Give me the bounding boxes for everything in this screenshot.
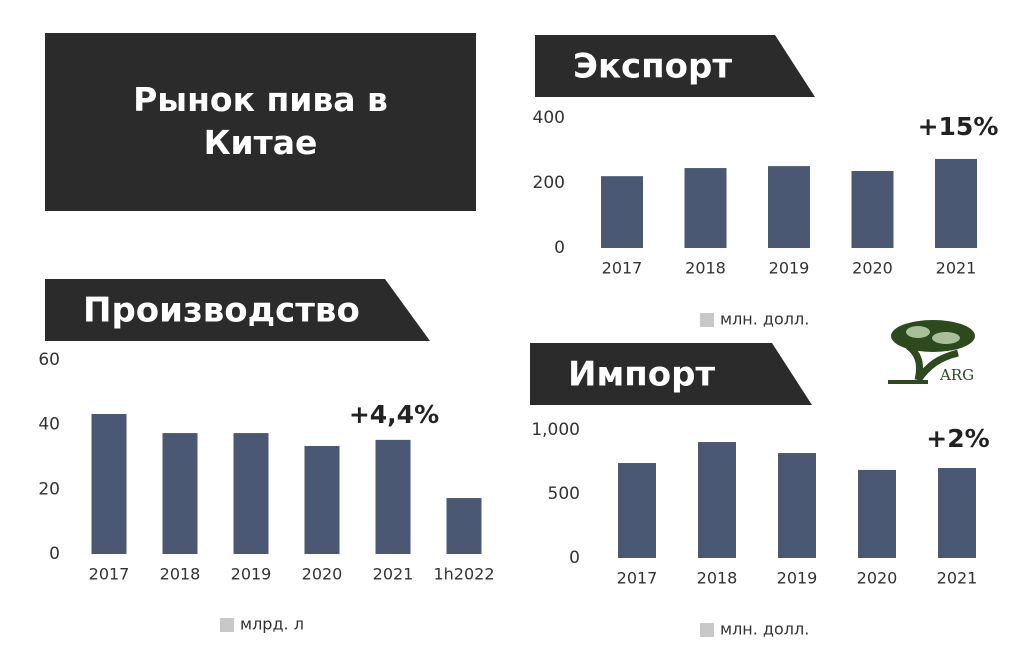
x-tick-label: 2017 xyxy=(89,565,130,584)
y-tick-label: 60 xyxy=(38,350,60,370)
x-tick-label: 2017 xyxy=(617,569,658,588)
bar xyxy=(938,468,976,558)
banner xyxy=(45,279,430,341)
bar xyxy=(162,433,198,554)
legend-label: млн. долл. xyxy=(720,310,809,329)
y-tick-label: 20 xyxy=(38,479,60,499)
x-tick-label: 2017 xyxy=(602,259,643,278)
bar xyxy=(304,446,340,554)
x-tick-label: 2020 xyxy=(852,259,893,278)
annotation: +2% xyxy=(926,424,989,453)
banner xyxy=(530,343,812,405)
y-tick-label: 0 xyxy=(569,548,580,568)
x-tick-label: 2018 xyxy=(160,565,201,584)
legend-label: млрд. л xyxy=(240,615,304,634)
bar xyxy=(851,170,894,248)
annotation: +15% xyxy=(918,112,999,141)
bar xyxy=(698,442,736,558)
bar xyxy=(91,413,127,554)
y-tick-label: 40 xyxy=(38,415,60,435)
bar xyxy=(768,166,810,248)
bar xyxy=(601,176,643,248)
bar xyxy=(778,453,816,558)
x-tick-label: 2018 xyxy=(685,259,726,278)
bar xyxy=(618,463,656,558)
y-tick-label: 0 xyxy=(49,544,60,564)
x-tick-label: 2019 xyxy=(769,259,810,278)
bar xyxy=(446,498,482,554)
x-tick-label: 2019 xyxy=(777,569,818,588)
chart-title: Импорт xyxy=(568,355,715,395)
bar xyxy=(858,469,896,558)
x-tick-label: 2021 xyxy=(936,259,977,278)
x-tick-label: 2020 xyxy=(302,565,343,584)
legend-label: млн. долл. xyxy=(720,620,809,639)
x-tick-label: 2021 xyxy=(373,565,414,584)
x-tick-label: 1h2022 xyxy=(433,565,494,584)
x-tick-label: 2021 xyxy=(937,569,978,588)
bar xyxy=(233,433,269,554)
annotation: +4,4% xyxy=(349,400,439,429)
bar xyxy=(375,439,411,554)
x-tick-label: 2019 xyxy=(231,565,272,584)
banner xyxy=(535,35,815,97)
legend-swatch xyxy=(700,623,714,637)
y-tick-label: 0 xyxy=(554,238,565,258)
bar xyxy=(935,158,977,248)
legend-swatch xyxy=(700,313,714,327)
y-tick-label: 1,000 xyxy=(531,420,580,440)
bar xyxy=(684,168,727,248)
chart-title: Производство xyxy=(83,291,360,331)
logo: ARG xyxy=(888,320,975,384)
y-tick-label: 200 xyxy=(533,173,565,193)
y-tick-label: 400 xyxy=(533,108,565,128)
title-box: Рынок пива в Китае xyxy=(45,33,476,211)
x-tick-label: 2020 xyxy=(857,569,898,588)
x-tick-label: 2018 xyxy=(697,569,738,588)
y-tick-label: 500 xyxy=(548,484,580,504)
legend-swatch xyxy=(220,618,234,632)
logo-text: ARG xyxy=(939,366,974,384)
chart-title: Экспорт xyxy=(573,47,732,87)
main-title: Рынок пива в Китае xyxy=(133,80,388,162)
